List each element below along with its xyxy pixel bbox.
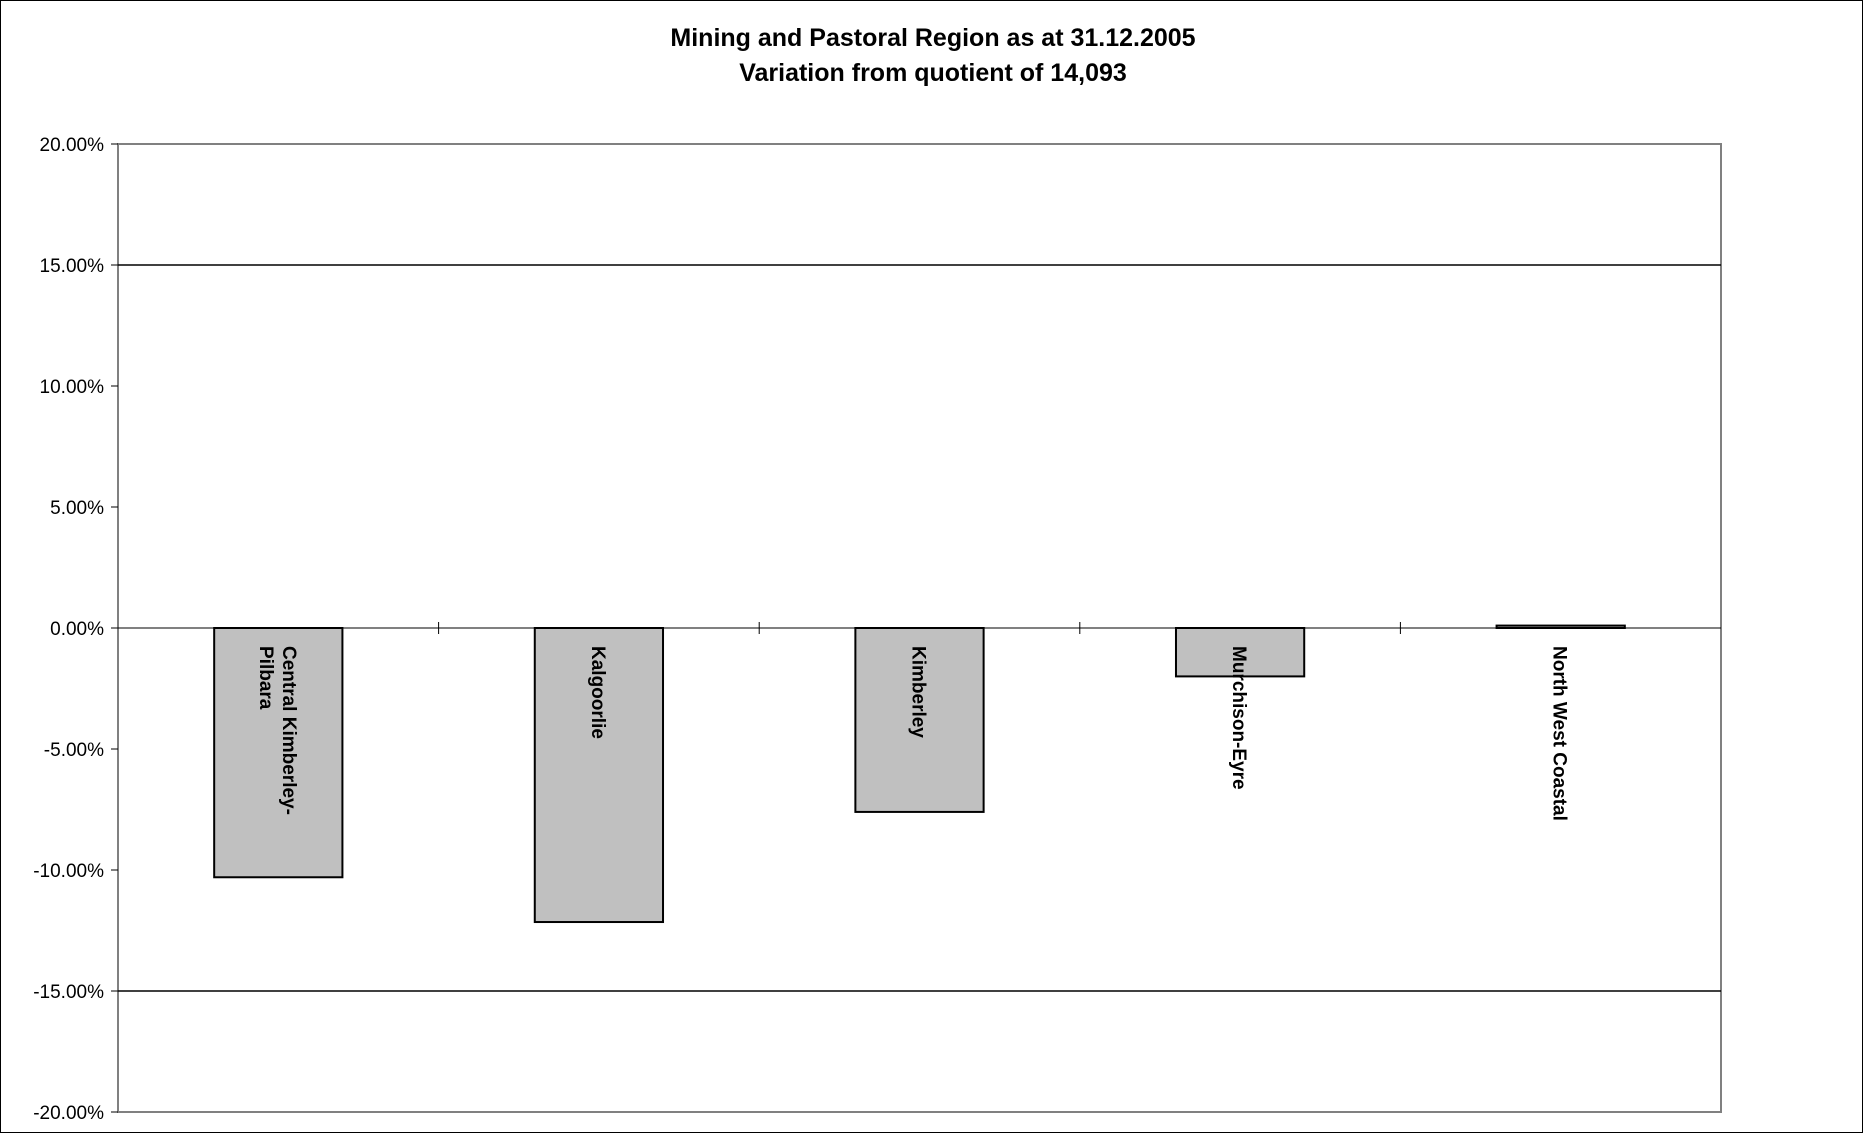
chart-title: Mining and Pastoral Region as at 31.12.2… — [670, 24, 1195, 52]
y-tick-label: 0.00% — [50, 619, 104, 640]
category-label: Central Kimberley-Pilbara — [255, 646, 299, 815]
category-label: North West Coastal — [1549, 646, 1570, 821]
bar — [213, 627, 344, 879]
y-tick-label: -15.00% — [33, 982, 104, 1003]
y-tick-label: -5.00% — [44, 740, 104, 761]
chart-subtitle: Variation from quotient of 14,093 — [739, 59, 1127, 87]
y-tick-label: 20.00% — [40, 135, 105, 156]
bar — [1174, 627, 1306, 678]
y-tick-label: 10.00% — [40, 377, 105, 398]
plot-area: 20.00% 15.00% 10.00% 5.00% 0.00% -5.00% -10.00… — [33, 135, 1722, 1124]
bar — [854, 627, 985, 813]
category-label: Murchison-Eyre — [1228, 646, 1249, 790]
y-tick-label: 5.00% — [50, 498, 104, 519]
y-tick-label: -20.00% — [33, 1103, 104, 1124]
y-tick-label: 15.00% — [40, 256, 105, 277]
category-label: Kimberley — [908, 646, 929, 738]
y-tick-label: -10.00% — [33, 861, 104, 882]
category-label: Kalgoorlie — [587, 646, 608, 739]
bar — [533, 627, 665, 924]
bar — [1495, 624, 1626, 630]
